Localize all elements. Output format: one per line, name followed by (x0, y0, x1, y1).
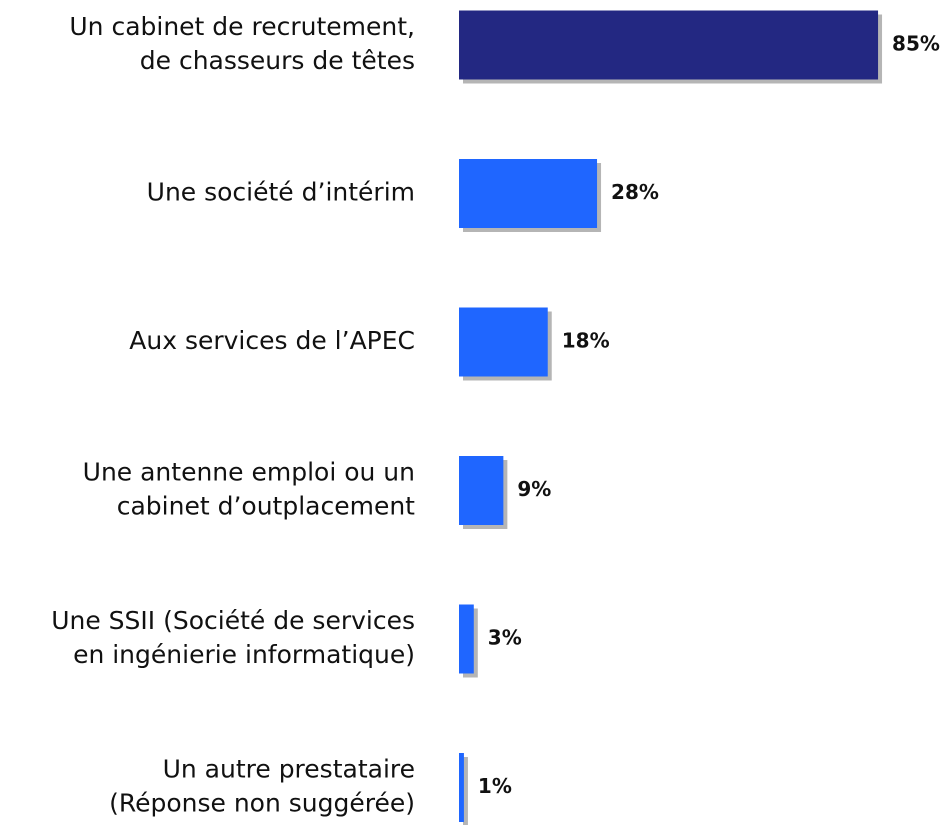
category-label: en ingénierie informatique) (73, 640, 415, 669)
bar (459, 456, 504, 525)
value-label: 3% (488, 626, 522, 650)
value-label: 1% (478, 774, 512, 798)
bar-shadow (463, 757, 468, 825)
category-label: Un cabinet de recrutement, (69, 12, 415, 41)
bar (459, 604, 474, 674)
bar (459, 307, 548, 377)
category-label: Aux services de l’APEC (129, 326, 415, 355)
value-label: 28% (611, 180, 659, 204)
category-label: de chasseurs de têtes (140, 46, 415, 75)
category-label: Un autre prestataire (163, 755, 415, 784)
value-label: 85% (892, 32, 940, 56)
category-label: cabinet d’outplacement (117, 492, 415, 521)
category-label: (Réponse non suggérée) (109, 789, 415, 818)
category-label: Une antenne emploi ou un (83, 458, 415, 487)
bar (459, 753, 464, 822)
value-label: 18% (562, 329, 610, 353)
category-label: Une société d’intérim (147, 178, 415, 207)
bar (459, 10, 879, 80)
category-label: Une SSII (Société de services (51, 606, 415, 635)
bar (459, 159, 598, 228)
value-label: 9% (517, 477, 551, 501)
